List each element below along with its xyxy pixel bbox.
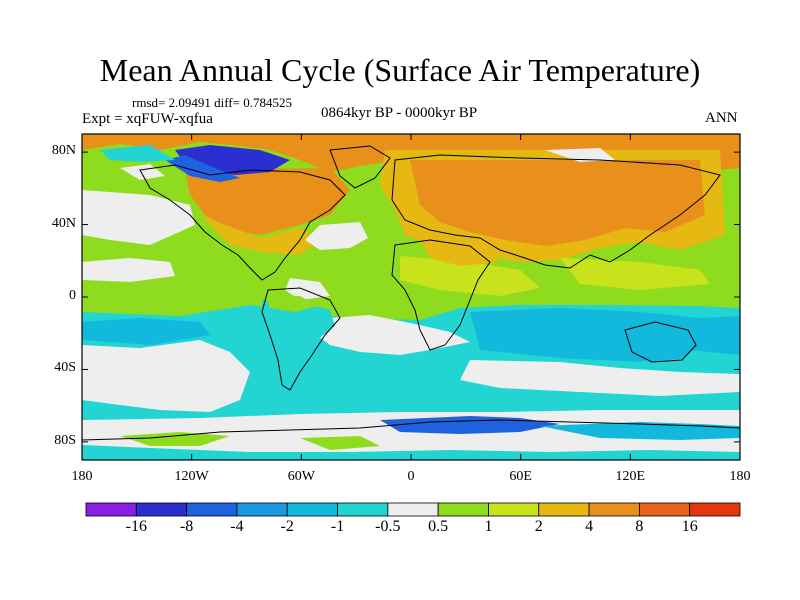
colorbar-swatch <box>85 502 137 517</box>
colorbar-swatch <box>538 502 590 517</box>
field-antarctic-cyan <box>82 445 740 460</box>
field-satlantic-white <box>310 315 470 355</box>
colorbar-swatch <box>337 502 389 517</box>
colorbar-label: -4 <box>230 518 244 535</box>
coast-antarctica <box>82 419 740 441</box>
colorbar-label: -2 <box>280 518 294 535</box>
coast-south-america <box>261 287 341 391</box>
coastlines <box>82 145 740 441</box>
rmsd-diff-stats: rmsd= 2.09491 diff= 0.784525 <box>132 95 292 110</box>
colorbar-label: 1 <box>484 518 493 535</box>
field-antarctic-lightblue <box>540 422 740 440</box>
colorbar-label: 16 <box>681 518 698 535</box>
field-spacific-white <box>82 340 250 412</box>
coast-africa <box>391 239 491 351</box>
season-label: ANN <box>705 110 738 126</box>
colorbar-label: 0.5 <box>428 518 449 535</box>
field-natlantic-white <box>305 222 368 250</box>
colorbar-label: -16 <box>125 518 147 535</box>
lat-tick-label: 80S <box>54 432 76 448</box>
anomaly-field <box>82 134 740 460</box>
colorbar <box>85 502 741 517</box>
lat-tick-label: 80N <box>51 143 76 159</box>
field-tropical-white <box>285 278 330 300</box>
colorbar-swatch <box>488 502 540 517</box>
field-antarctic-green-2 <box>300 436 380 450</box>
field-samerica-cyan <box>262 300 335 388</box>
colorbar-label: -1 <box>330 518 345 535</box>
field-canada-lightblue <box>165 155 240 182</box>
field-indian-white <box>460 360 740 396</box>
lat-tick-label: 0 <box>69 288 76 303</box>
chart-title: Mean Annual Cycle (Surface Air Temperatu… <box>99 52 701 88</box>
colorbar-swatch <box>588 502 640 517</box>
field-mid-pacific-white <box>82 258 175 282</box>
lon-tick-label: 60W <box>287 469 315 484</box>
period-label: 0864kyr BP - 0000kyr BP <box>321 105 478 121</box>
field-eurasia-darkorange <box>410 160 705 246</box>
colorbar-swatch <box>689 502 741 517</box>
colorbar-swatch <box>236 502 288 517</box>
lat-tick-label: 40N <box>51 215 76 231</box>
lon-tick-label: 60E <box>509 469 532 484</box>
lon-tick-label: 120E <box>615 469 646 484</box>
field-tropics-yellow-2 <box>560 258 710 290</box>
colorbar-swatch <box>387 502 439 517</box>
coast-north-america <box>139 164 346 281</box>
colorbar-swatch <box>286 502 338 517</box>
coast-greenland <box>329 145 391 189</box>
lon-tick-label: 180 <box>71 469 93 484</box>
experiment-label: Expt = xqFUW-xqfua <box>82 111 213 127</box>
field-arctic-white-2 <box>545 148 615 162</box>
colorbar-label: -8 <box>179 518 194 535</box>
axis-ticks <box>81 134 741 460</box>
field-antarctic-green-1 <box>120 432 230 446</box>
colorbar-swatch <box>638 502 691 517</box>
field-tropics-yellow-1 <box>400 256 540 296</box>
lat-tick-label: 40S <box>54 360 76 376</box>
field-namerica-gold <box>200 215 320 255</box>
field-samerica-green <box>266 296 318 312</box>
colorbar-label: 2 <box>534 518 543 535</box>
colorbar-swatch <box>135 502 188 517</box>
coast-australia <box>624 321 697 363</box>
lon-tick-label: 0 <box>407 469 415 484</box>
field-australia-blue <box>625 322 698 362</box>
field-sahara-gold <box>420 240 500 266</box>
colorbar-swatch <box>186 502 238 517</box>
colorbar-label: 4 <box>585 518 594 535</box>
lon-tick-label: 180 <box>729 469 751 484</box>
field-south-lightblue-2 <box>82 318 210 345</box>
field-arctic-cyan <box>100 145 175 162</box>
field-npacific-white <box>82 190 195 245</box>
colorbar-label: 8 <box>635 518 644 535</box>
coast-eurasia <box>391 154 721 269</box>
field-namerica-orange <box>185 168 350 235</box>
colorbar-label: -0.5 <box>375 518 401 535</box>
lon-tick-label: 120W <box>174 469 209 484</box>
colorbar-swatch <box>437 502 489 517</box>
